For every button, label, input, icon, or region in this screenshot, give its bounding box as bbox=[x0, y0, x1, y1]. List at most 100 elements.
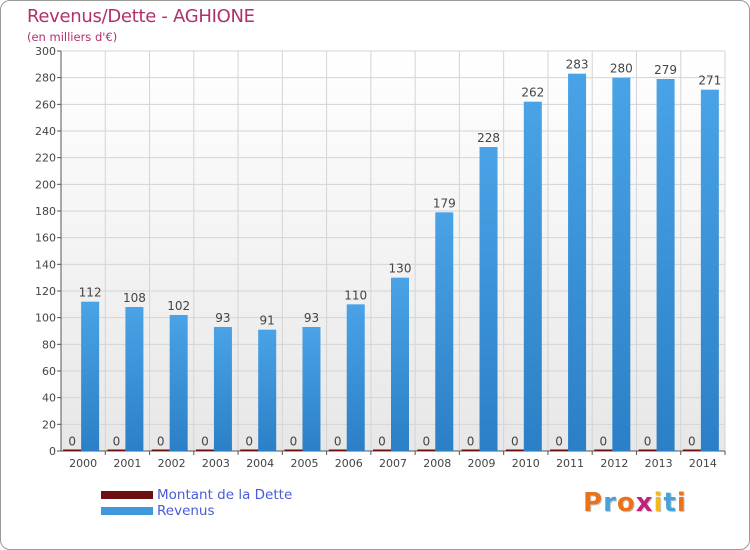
logo-letter: x bbox=[635, 488, 654, 518]
y-tick-label: 200 bbox=[35, 178, 56, 191]
x-tick-label: 2003 bbox=[202, 457, 230, 470]
data-label-dette: 0 bbox=[201, 435, 209, 449]
legend-label-revenus: Revenus bbox=[157, 503, 215, 519]
bar-revenus bbox=[568, 73, 587, 452]
bar-revenus bbox=[391, 277, 409, 451]
x-tick-label: 2009 bbox=[468, 457, 496, 470]
bar-revenus bbox=[479, 147, 498, 451]
y-tick-label: 300 bbox=[35, 45, 56, 58]
bar-revenus bbox=[169, 315, 188, 451]
bar-revenus bbox=[700, 89, 719, 452]
bar-dette bbox=[284, 449, 303, 451]
bar-dette bbox=[151, 449, 170, 451]
bar-revenus bbox=[435, 212, 454, 451]
data-label-revenus: 271 bbox=[698, 74, 721, 88]
data-label-revenus: 112 bbox=[79, 286, 102, 300]
data-label-revenus: 93 bbox=[304, 311, 319, 325]
legend-swatch-dette bbox=[101, 491, 153, 499]
data-label-dette: 0 bbox=[334, 435, 342, 449]
bar-dette bbox=[107, 449, 126, 451]
x-tick-label: 2007 bbox=[379, 457, 407, 470]
data-label-revenus: 110 bbox=[344, 288, 367, 302]
data-label-revenus: 179 bbox=[433, 196, 456, 210]
proxiti-logo: Proxiti bbox=[583, 488, 687, 518]
data-label-revenus: 283 bbox=[566, 58, 589, 72]
data-label-dette: 0 bbox=[467, 435, 475, 449]
bar-dette bbox=[461, 449, 480, 451]
bar-revenus bbox=[656, 79, 675, 451]
bar-dette bbox=[682, 449, 701, 451]
y-tick-label: 20 bbox=[42, 418, 56, 431]
bar-dette bbox=[505, 449, 524, 451]
bar-revenus bbox=[612, 77, 631, 452]
data-label-revenus: 91 bbox=[260, 314, 275, 328]
bar-revenus bbox=[81, 301, 100, 451]
y-tick-label: 160 bbox=[35, 232, 56, 245]
x-tick-label: 2014 bbox=[689, 457, 717, 470]
bar-dette bbox=[550, 449, 569, 451]
x-tick-label: 2000 bbox=[69, 457, 97, 470]
bar-dette bbox=[373, 449, 391, 451]
bar-revenus bbox=[213, 327, 232, 451]
x-tick-label: 2012 bbox=[600, 457, 628, 470]
data-label-dette: 0 bbox=[157, 435, 165, 449]
logo-letter: t bbox=[663, 488, 677, 518]
data-label-dette: 0 bbox=[245, 435, 253, 449]
x-tick-label: 2006 bbox=[335, 457, 363, 470]
bar-dette bbox=[240, 449, 259, 451]
y-tick-label: 0 bbox=[49, 445, 56, 458]
data-label-dette: 0 bbox=[555, 435, 563, 449]
bar-revenus bbox=[523, 101, 542, 452]
data-label-dette: 0 bbox=[422, 435, 430, 449]
x-tick-label: 2010 bbox=[512, 457, 540, 470]
y-tick-label: 40 bbox=[42, 392, 56, 405]
data-label-dette: 0 bbox=[511, 435, 519, 449]
data-label-revenus: 93 bbox=[215, 311, 230, 325]
bar-dette bbox=[417, 449, 436, 451]
legend-item-revenus: Revenus bbox=[101, 503, 361, 519]
bar-revenus bbox=[258, 329, 277, 451]
data-label-revenus: 130 bbox=[389, 262, 412, 276]
x-tick-label: 2004 bbox=[246, 457, 274, 470]
y-tick-label: 240 bbox=[35, 125, 56, 138]
bar-dette bbox=[594, 449, 613, 451]
bar-revenus bbox=[346, 304, 365, 451]
data-label-dette: 0 bbox=[378, 435, 386, 449]
y-tick-label: 220 bbox=[35, 152, 56, 165]
data-label-revenus: 279 bbox=[654, 63, 677, 77]
y-tick-label: 140 bbox=[35, 258, 56, 271]
data-label-revenus: 228 bbox=[477, 131, 500, 145]
x-tick-label: 2001 bbox=[113, 457, 141, 470]
data-label-dette: 0 bbox=[644, 435, 652, 449]
x-tick-label: 2005 bbox=[290, 457, 318, 470]
legend-swatch-revenus bbox=[101, 507, 153, 515]
logo-letter: P bbox=[583, 488, 604, 518]
bar-dette bbox=[63, 449, 82, 451]
bar-dette bbox=[328, 449, 347, 451]
data-label-revenus: 102 bbox=[167, 299, 190, 313]
legend-item-dette: Montant de la Dette bbox=[101, 487, 361, 503]
logo-letter: o bbox=[616, 488, 636, 518]
legend-label-dette: Montant de la Dette bbox=[157, 487, 293, 503]
y-tick-label: 60 bbox=[42, 365, 56, 378]
data-label-revenus: 262 bbox=[521, 86, 544, 100]
bar-revenus bbox=[125, 307, 144, 451]
logo-letter: i bbox=[653, 488, 664, 518]
data-label-revenus: 280 bbox=[610, 62, 633, 76]
y-tick-label: 280 bbox=[35, 72, 56, 85]
data-label-revenus: 108 bbox=[123, 291, 146, 305]
data-label-dette: 0 bbox=[688, 435, 696, 449]
y-tick-label: 260 bbox=[35, 98, 56, 111]
bar-dette bbox=[195, 449, 214, 451]
x-tick-label: 2011 bbox=[556, 457, 584, 470]
y-tick-label: 100 bbox=[35, 312, 56, 325]
bar-dette bbox=[638, 449, 657, 451]
chart-title: Revenus/Dette - AGHIONE bbox=[27, 6, 255, 27]
x-tick-label: 2008 bbox=[423, 457, 451, 470]
y-tick-label: 180 bbox=[35, 205, 56, 218]
data-label-dette: 0 bbox=[68, 435, 76, 449]
chart-subtitle: (en milliers d'€) bbox=[27, 30, 118, 44]
legend: Montant de la Dette Revenus bbox=[101, 487, 361, 519]
